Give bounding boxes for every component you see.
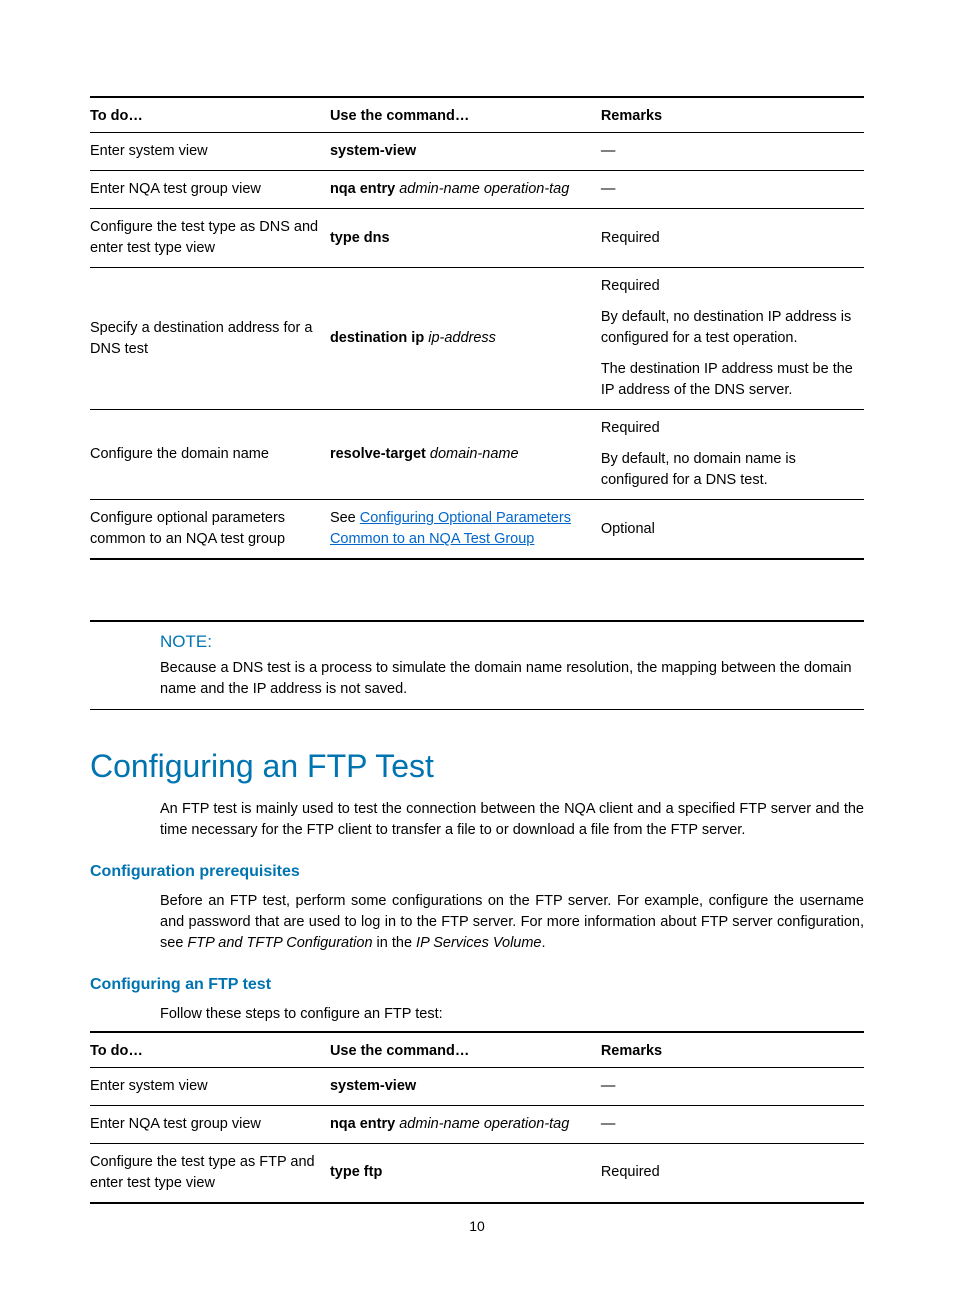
cell-rem: —: [601, 1067, 864, 1105]
col-header-todo: To do…: [90, 1032, 330, 1068]
text-ital: IP Services Volume: [416, 935, 541, 951]
cmd-ital: domain-name: [430, 446, 519, 462]
cell-rem: Required By default, no domain name is c…: [601, 410, 864, 500]
dns-config-table: To do… Use the command… Remarks Enter sy…: [90, 96, 864, 560]
table-row: Configure optional parameters common to …: [90, 500, 864, 560]
col-header-todo: To do…: [90, 97, 330, 133]
subheading-prereq: Configuration prerequisites: [90, 863, 864, 881]
cmd-bold: destination ip: [330, 330, 424, 346]
cmd-bold: system-view: [330, 143, 416, 159]
cmd-bold: type ftp: [330, 1164, 382, 1180]
cmd-bold: nqa entry: [330, 181, 395, 197]
col-header-rem: Remarks: [601, 1032, 864, 1068]
rem-line: Required: [601, 276, 856, 297]
cmd-bold: resolve-target: [330, 446, 426, 462]
cell-rem: Required: [601, 209, 864, 268]
cell-todo: Enter NQA test group view: [90, 171, 330, 209]
cell-rem: Optional: [601, 500, 864, 560]
table-row: Enter NQA test group view nqa entry admi…: [90, 1105, 864, 1143]
rem-line: By default, no destination IP address is…: [601, 307, 856, 349]
subheading-cfg: Configuring an FTP test: [90, 976, 864, 994]
cell-rem: Required: [601, 1143, 864, 1203]
cell-cmd: system-view: [330, 1067, 601, 1105]
cell-cmd: destination ip ip-address: [330, 268, 601, 410]
rem-line: The destination IP address must be the I…: [601, 359, 856, 401]
cmd-pre: See: [330, 510, 360, 526]
text-span: in the: [373, 935, 417, 951]
document-page: To do… Use the command… Remarks Enter sy…: [0, 0, 954, 1294]
page-number: 10: [0, 1218, 954, 1234]
col-header-cmd: Use the command…: [330, 97, 601, 133]
section-heading-ftp: Configuring an FTP Test: [90, 748, 864, 785]
table-header-row: To do… Use the command… Remarks: [90, 1032, 864, 1068]
cmd-ital: admin-name operation-tag: [399, 181, 569, 197]
cell-todo: Configure the test type as DNS and enter…: [90, 209, 330, 268]
table-header-row: To do… Use the command… Remarks: [90, 97, 864, 133]
text-span: .: [542, 935, 546, 951]
cmd-bold: nqa entry: [330, 1116, 395, 1132]
intro-paragraph: An FTP test is mainly used to test the c…: [160, 799, 864, 841]
rem-line: By default, no domain name is configured…: [601, 449, 856, 491]
col-header-cmd: Use the command…: [330, 1032, 601, 1068]
cell-rem: —: [601, 171, 864, 209]
cmd-bold: type dns: [330, 230, 390, 246]
cell-cmd: type ftp: [330, 1143, 601, 1203]
table-row: Configure the domain name resolve-target…: [90, 410, 864, 500]
note-text: Because a DNS test is a process to simul…: [160, 658, 864, 699]
cmd-ital: ip-address: [428, 330, 496, 346]
cell-todo: Specify a destination address for a DNS …: [90, 268, 330, 410]
rem-line: Required: [601, 418, 856, 439]
cell-todo: Enter system view: [90, 1067, 330, 1105]
prereq-paragraph: Before an FTP test, perform some configu…: [160, 891, 864, 954]
col-header-rem: Remarks: [601, 97, 864, 133]
cmd-ital: admin-name operation-tag: [399, 1116, 569, 1132]
cmd-bold: system-view: [330, 1078, 416, 1094]
cell-cmd: resolve-target domain-name: [330, 410, 601, 500]
cross-ref-link[interactable]: Configuring Optional Parameters Common t…: [330, 510, 571, 547]
cell-cmd: See Configuring Optional Parameters Comm…: [330, 500, 601, 560]
table-row: Configure the test type as DNS and enter…: [90, 209, 864, 268]
table-row: Enter system view system-view —: [90, 1067, 864, 1105]
cell-todo: Configure the test type as FTP and enter…: [90, 1143, 330, 1203]
cell-cmd: nqa entry admin-name operation-tag: [330, 171, 601, 209]
cell-cmd: type dns: [330, 209, 601, 268]
cell-cmd: system-view: [330, 133, 601, 171]
table-row: Enter system view system-view —: [90, 133, 864, 171]
cell-todo: Configure optional parameters common to …: [90, 500, 330, 560]
cell-todo: Enter NQA test group view: [90, 1105, 330, 1143]
cell-cmd: nqa entry admin-name operation-tag: [330, 1105, 601, 1143]
note-label: NOTE:: [160, 632, 864, 652]
cell-rem: Required By default, no destination IP a…: [601, 268, 864, 410]
table-row: Configure the test type as FTP and enter…: [90, 1143, 864, 1203]
table-row: Enter NQA test group view nqa entry admi…: [90, 171, 864, 209]
cell-rem: —: [601, 133, 864, 171]
cell-rem: —: [601, 1105, 864, 1143]
table-row: Specify a destination address for a DNS …: [90, 268, 864, 410]
lead-paragraph: Follow these steps to configure an FTP t…: [160, 1004, 864, 1025]
text-ital: FTP and TFTP Configuration: [187, 935, 372, 951]
note-block: NOTE: Because a DNS test is a process to…: [90, 620, 864, 710]
cell-todo: Configure the domain name: [90, 410, 330, 500]
cell-todo: Enter system view: [90, 133, 330, 171]
ftp-config-table: To do… Use the command… Remarks Enter sy…: [90, 1031, 864, 1204]
